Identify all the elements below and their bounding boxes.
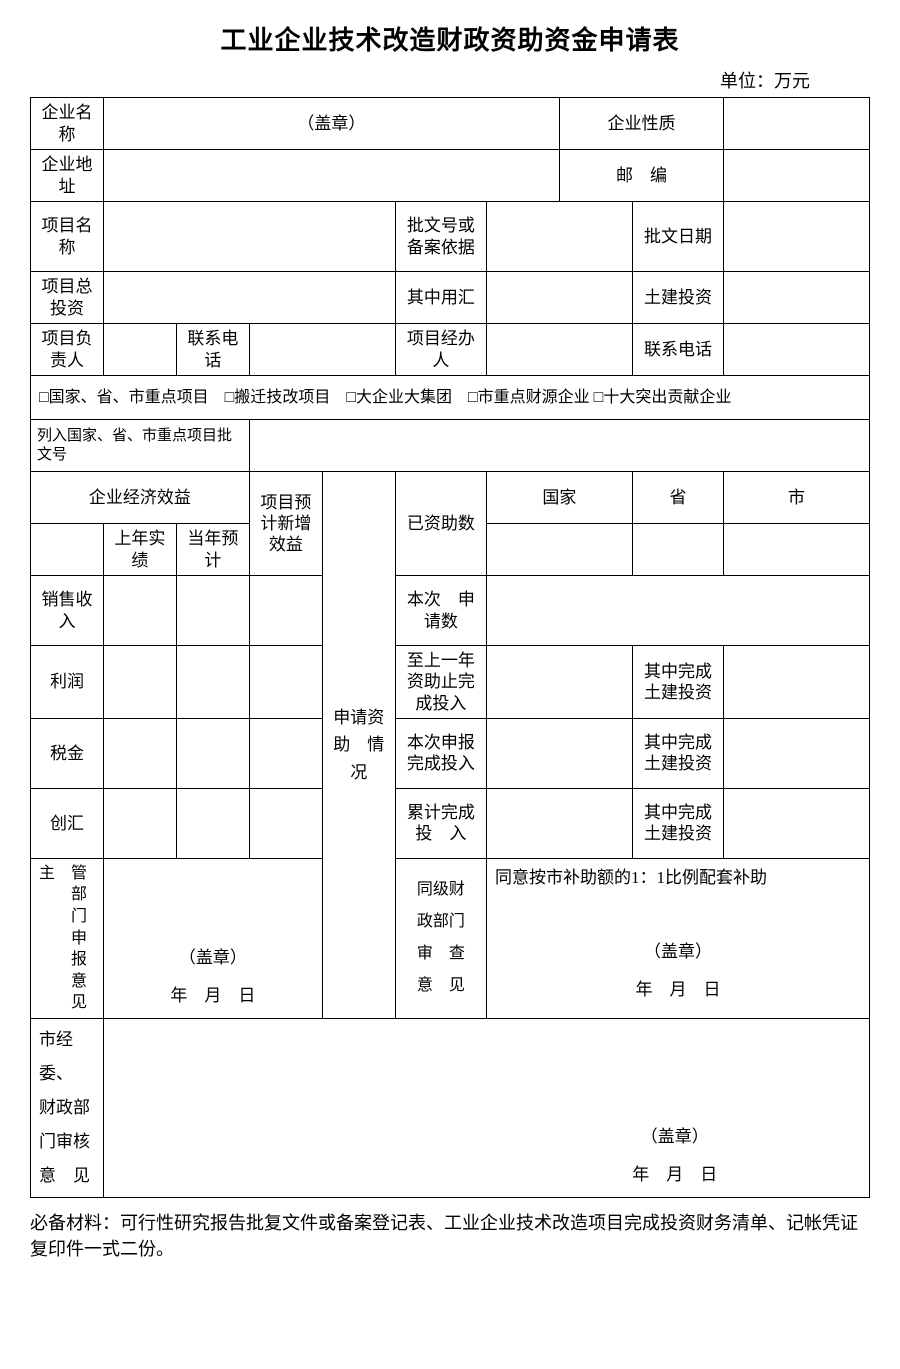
approval-date-label: 批文日期 bbox=[632, 202, 723, 272]
dept-stamp-note: （盖章） bbox=[110, 939, 316, 976]
completed-to-last-label: 至上一年资助止完成投入 bbox=[395, 646, 486, 719]
sales-label: 销售收入 bbox=[31, 576, 104, 646]
city-date: 年 月 日 bbox=[486, 1156, 863, 1193]
completed-this-apply-label: 本次申报完成投入 bbox=[395, 718, 486, 788]
finance-agreement-text: 同意按市补助额的1：1比例配套补助 bbox=[493, 863, 863, 892]
profit-benefit-cell[interactable] bbox=[249, 646, 322, 719]
funded-city-cell[interactable] bbox=[724, 524, 870, 576]
footnote: 必备材料：可行性研究报告批复文件或备案登记表、工业企业技术改造项目完成投资财务清… bbox=[30, 1210, 870, 1262]
already-funded-label: 已资助数 bbox=[395, 472, 486, 576]
sales-benefit-cell[interactable] bbox=[249, 576, 322, 646]
city-opinion-cell[interactable]: （盖章） 年 月 日 bbox=[103, 1018, 869, 1197]
completed-total-label: 累计完成投 入 bbox=[395, 788, 486, 858]
econ-blank-label bbox=[31, 524, 104, 576]
company-nature-cell[interactable] bbox=[724, 98, 870, 150]
city-opinion-label: 市经委、 财政部 门审核 意 见 bbox=[31, 1018, 104, 1197]
forex-cell[interactable] bbox=[486, 272, 632, 324]
total-invest-cell[interactable] bbox=[103, 272, 395, 324]
completed-construction-cell-1[interactable] bbox=[724, 646, 870, 719]
key-project-approval-cell[interactable] bbox=[249, 420, 869, 472]
sales-last-cell[interactable] bbox=[103, 576, 176, 646]
completed-construction-cell-2[interactable] bbox=[724, 718, 870, 788]
finance-opinion-label: 同级财 政部门 审 查 意 见 bbox=[395, 858, 486, 1018]
forex-benefit-cell[interactable] bbox=[249, 788, 322, 858]
handler-cell[interactable] bbox=[486, 324, 632, 376]
city-stamp-note: （盖章） bbox=[486, 1118, 863, 1155]
econ-header: 企业经济效益 bbox=[31, 472, 250, 524]
address-label: 企业地址 bbox=[31, 150, 104, 202]
apply-this-label: 本次 申请数 bbox=[395, 576, 486, 646]
project-name-cell[interactable] bbox=[103, 202, 395, 272]
profit-this-cell[interactable] bbox=[176, 646, 249, 719]
funding-situation-label: 申请资助 情况 bbox=[322, 472, 395, 1019]
this-year-label: 当年预计 bbox=[176, 524, 249, 576]
profit-label: 利润 bbox=[31, 646, 104, 719]
funded-city-label: 市 bbox=[724, 472, 870, 524]
address-cell[interactable] bbox=[103, 150, 559, 202]
phone1-cell[interactable] bbox=[249, 324, 395, 376]
dept-opinion-cell[interactable]: （盖章） 年 月 日 bbox=[103, 858, 322, 1018]
finance-date: 年 月 日 bbox=[487, 971, 869, 1008]
page-title: 工业企业技术改造财政资助资金申请表 bbox=[30, 20, 870, 57]
approval-ref-cell[interactable] bbox=[486, 202, 632, 272]
forex-this-cell[interactable] bbox=[176, 788, 249, 858]
finance-opinion-cell[interactable]: 同意按市补助额的1：1比例配套补助 （盖章） 年 月 日 bbox=[486, 858, 869, 1018]
postcode-label: 邮 编 bbox=[559, 150, 723, 202]
profit-last-cell[interactable] bbox=[103, 646, 176, 719]
handler-label: 项目经办人 bbox=[395, 324, 486, 376]
project-leader-cell[interactable] bbox=[103, 324, 176, 376]
application-form: 企业名称 （盖章） 企业性质 企业地址 邮 编 项目名称 批文号或备案依据 批文… bbox=[30, 97, 870, 1198]
funded-province-label: 省 bbox=[632, 472, 723, 524]
project-name-label: 项目名称 bbox=[31, 202, 104, 272]
approval-ref-label: 批文号或备案依据 bbox=[395, 202, 486, 272]
completed-construction-label-1: 其中完成土建投资 bbox=[632, 646, 723, 719]
completed-total-cell[interactable] bbox=[486, 788, 632, 858]
construction-invest-cell[interactable] bbox=[724, 272, 870, 324]
tax-last-cell[interactable] bbox=[103, 718, 176, 788]
phone2-label: 联系电话 bbox=[632, 324, 723, 376]
category-checkboxes[interactable]: □国家、省、市重点项目 □搬迁技改项目 □大企业大集团 □市重点财源企业 □十大… bbox=[31, 376, 870, 420]
key-project-approval-label: 列入国家、省、市重点项目批文号 bbox=[31, 420, 250, 472]
project-leader-label: 项目负责人 bbox=[31, 324, 104, 376]
dept-date: 年 月 日 bbox=[110, 977, 316, 1014]
forex-last-cell[interactable] bbox=[103, 788, 176, 858]
completed-to-last-cell[interactable] bbox=[486, 646, 632, 719]
tax-label: 税金 bbox=[31, 718, 104, 788]
funded-national-cell[interactable] bbox=[486, 524, 632, 576]
construction-invest-label: 土建投资 bbox=[632, 272, 723, 324]
completed-this-apply-cell[interactable] bbox=[486, 718, 632, 788]
company-nature-label: 企业性质 bbox=[559, 98, 723, 150]
forex-earn-label: 创汇 bbox=[31, 788, 104, 858]
funded-national-label: 国家 bbox=[486, 472, 632, 524]
total-invest-label: 项目总投资 bbox=[31, 272, 104, 324]
finance-stamp-note: （盖章） bbox=[487, 933, 869, 970]
completed-construction-label-2: 其中完成土建投资 bbox=[632, 718, 723, 788]
dept-opinion-label: 主 管 部 门 申 报 意 见 bbox=[31, 858, 104, 1018]
tax-this-cell[interactable] bbox=[176, 718, 249, 788]
phone2-cell[interactable] bbox=[724, 324, 870, 376]
tax-benefit-cell[interactable] bbox=[249, 718, 322, 788]
postcode-cell[interactable] bbox=[724, 150, 870, 202]
company-name-cell[interactable]: （盖章） bbox=[103, 98, 559, 150]
last-year-label: 上年实绩 bbox=[103, 524, 176, 576]
completed-construction-label-3: 其中完成土建投资 bbox=[632, 788, 723, 858]
company-name-label: 企业名称 bbox=[31, 98, 104, 150]
completed-construction-cell-3[interactable] bbox=[724, 788, 870, 858]
expected-benefit-label: 项目预计新增效益 bbox=[249, 472, 322, 576]
apply-this-cell[interactable] bbox=[486, 576, 869, 646]
forex-label: 其中用汇 bbox=[395, 272, 486, 324]
phone1-label: 联系电话 bbox=[176, 324, 249, 376]
funded-province-cell[interactable] bbox=[632, 524, 723, 576]
unit-label: 单位：万元 bbox=[30, 67, 870, 93]
sales-this-cell[interactable] bbox=[176, 576, 249, 646]
approval-date-cell[interactable] bbox=[724, 202, 870, 272]
